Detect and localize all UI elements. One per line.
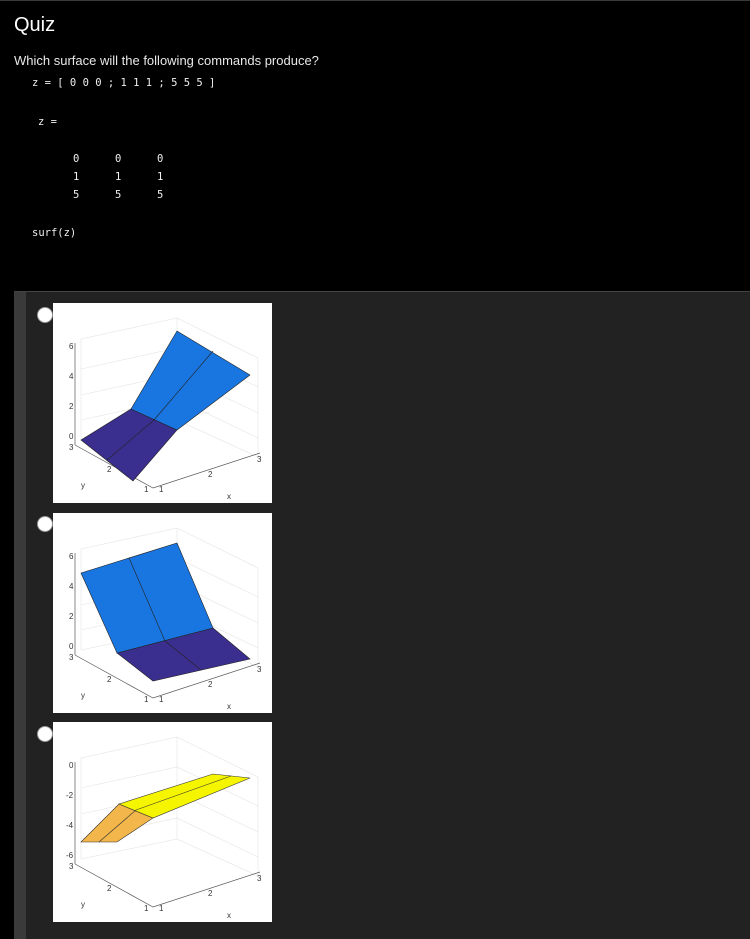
z-tick: 4 <box>69 372 74 381</box>
y-tick: 1 <box>144 695 149 704</box>
option-3-upper-face <box>119 774 250 818</box>
x-axis-label: x <box>227 911 231 920</box>
z-tick: 6 <box>69 342 74 351</box>
z-tick: -4 <box>66 821 74 830</box>
y-tick: 3 <box>69 862 74 871</box>
code-command: surf(z) <box>32 227 76 239</box>
z-tick: 0 <box>69 761 74 770</box>
z-tick: 4 <box>69 582 74 591</box>
y-tick: 2 <box>107 675 112 684</box>
y-tick: 1 <box>144 485 149 494</box>
question-text: Which surface will the following command… <box>14 53 319 68</box>
option-3-radio[interactable] <box>37 726 53 742</box>
matrix-cell: 1 <box>115 171 121 183</box>
matrix-cell: 1 <box>157 171 163 183</box>
z-tick: 0 <box>69 432 74 441</box>
x-tick: 1 <box>159 485 164 494</box>
output-label: z = <box>38 116 57 128</box>
matrix-cell: 1 <box>73 171 79 183</box>
z-tick: -6 <box>66 851 74 860</box>
matrix-cell: 0 <box>115 153 121 165</box>
top-border <box>0 0 750 1</box>
x-tick: 1 <box>159 695 164 704</box>
option-1-upper-face <box>131 331 250 430</box>
y-tick: 2 <box>107 465 112 474</box>
x-tick: 1 <box>159 904 164 913</box>
y-tick: 2 <box>107 884 112 893</box>
y-tick: 3 <box>69 443 74 452</box>
z-tick: 2 <box>69 402 74 411</box>
x-tick: 2 <box>208 470 213 479</box>
panel-strip <box>14 292 26 939</box>
z-tick: 2 <box>69 612 74 621</box>
option-3-plot[interactable]: 0 -2 -4 -6 3 2 1 1 2 3 y x <box>53 722 272 922</box>
x-axis-label: x <box>227 702 231 711</box>
x-tick: 2 <box>208 889 213 898</box>
matrix-cell: 0 <box>73 153 79 165</box>
y-axis-label: y <box>81 900 85 909</box>
page-title: Quiz <box>14 14 55 37</box>
option-1-radio[interactable] <box>37 307 53 323</box>
x-tick: 3 <box>257 874 262 883</box>
matrix-cell: 0 <box>157 153 163 165</box>
x-tick: 3 <box>257 455 262 464</box>
y-axis-label: y <box>81 481 85 490</box>
z-tick: 0 <box>69 642 74 651</box>
z-tick: 6 <box>69 552 74 561</box>
option-1-plot[interactable]: 6 4 2 0 3 2 1 1 2 3 y x <box>53 303 272 503</box>
matrix-cell: 5 <box>73 189 79 201</box>
matrix-cell: 5 <box>157 189 163 201</box>
option-2-radio[interactable] <box>37 516 53 532</box>
x-tick: 2 <box>208 680 213 689</box>
matrix-cell: 5 <box>115 189 121 201</box>
x-axis-label: x <box>227 492 231 501</box>
y-tick: 1 <box>144 904 149 913</box>
answer-options-panel: 6 4 2 0 3 2 1 1 2 3 y x <box>14 291 750 939</box>
y-axis-label: y <box>81 691 85 700</box>
z-tick: -2 <box>66 791 74 800</box>
x-tick: 3 <box>257 665 262 674</box>
y-tick: 3 <box>69 653 74 662</box>
option-2-plot[interactable]: 6 4 2 0 3 2 1 1 2 3 y x <box>53 513 272 713</box>
code-assignment: z = [ 0 0 0 ; 1 1 1 ; 5 5 5 ] <box>32 77 215 89</box>
